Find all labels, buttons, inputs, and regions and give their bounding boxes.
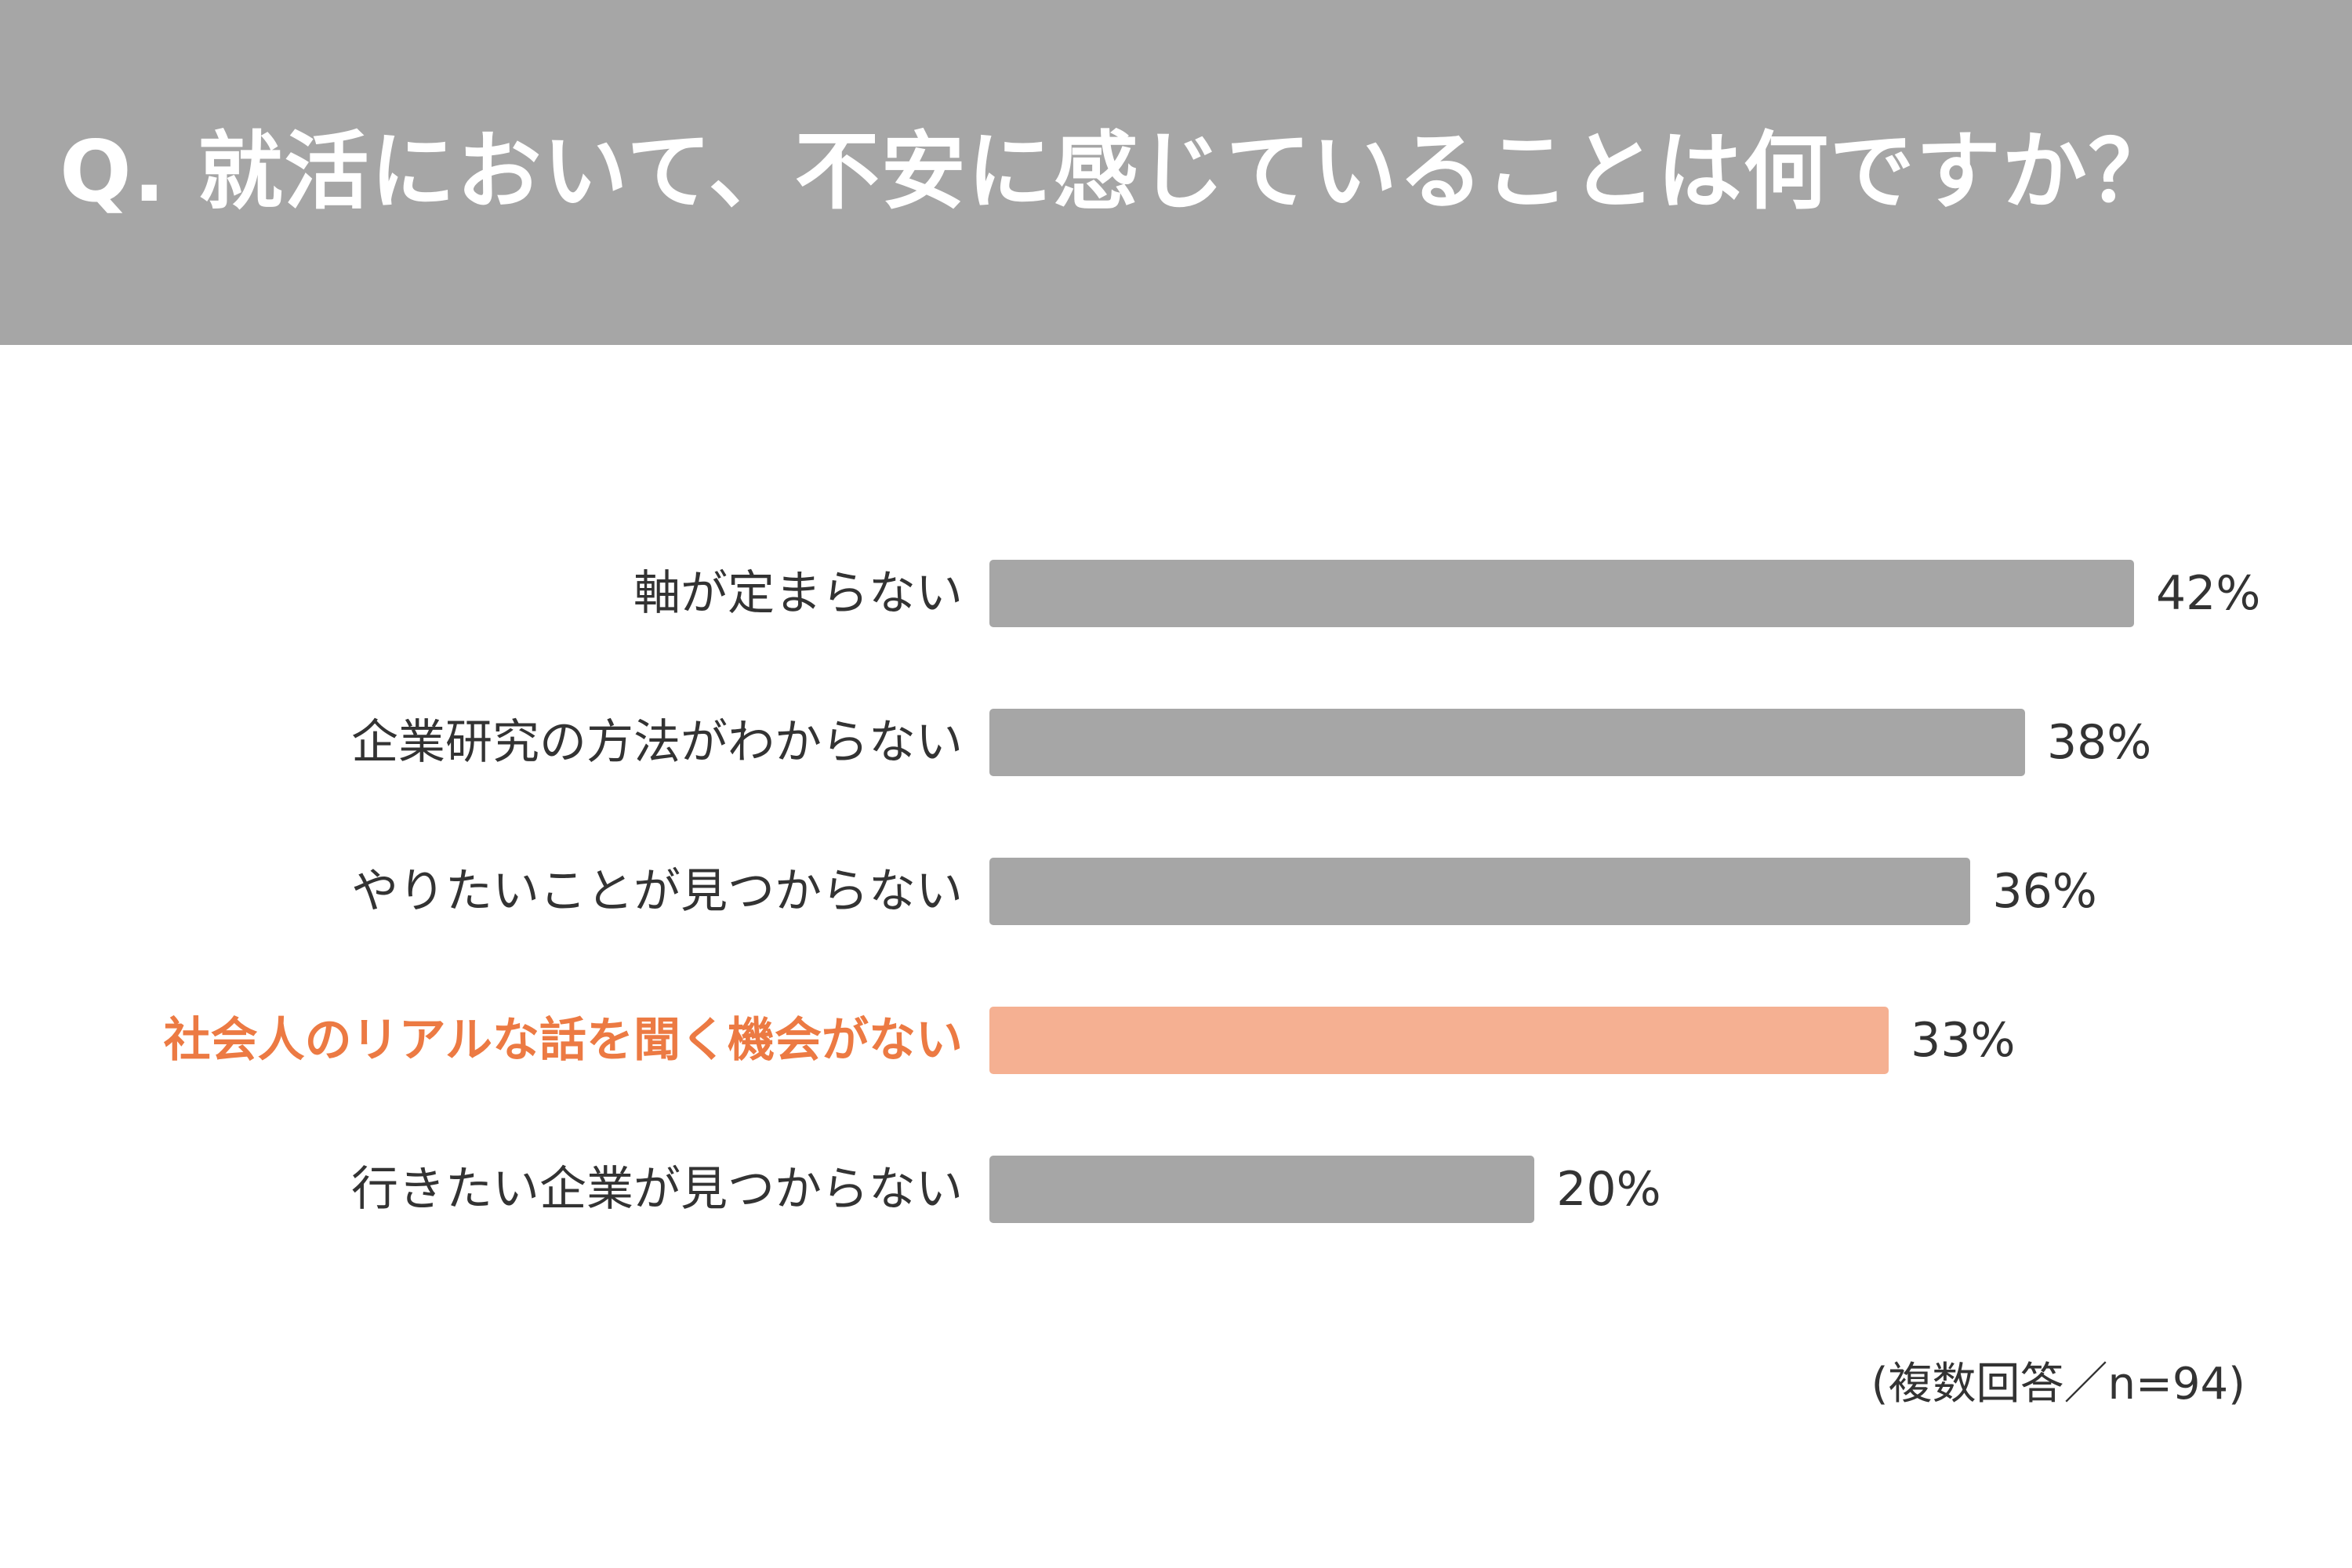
bar (989, 1156, 1535, 1223)
value-label: 38% (2046, 715, 2152, 770)
bar (989, 858, 1971, 925)
category-label: 社会人のリアルな話を聞く機会がない (163, 1013, 963, 1068)
category-label: 企業研究の方法がわからない (351, 715, 963, 770)
sample-note: (複数回答／n=94) (1871, 1359, 2245, 1410)
value-label: 20% (1556, 1162, 1661, 1217)
bar (989, 560, 2134, 627)
category-label: 軸が定まらない (633, 566, 963, 621)
chart-title: Q. 就活において、不安に感じていることは何ですか？ (60, 123, 2175, 221)
value-label: 33% (1911, 1013, 2016, 1068)
category-label: 行きたい企業が見つからない (351, 1162, 963, 1217)
value-label: 36% (1992, 864, 2097, 919)
value-label: 42% (2156, 566, 2261, 621)
header-banner: Q. 就活において、不安に感じていることは何ですか？ (0, 0, 2352, 345)
bar (989, 1007, 1889, 1074)
bar (989, 709, 2025, 776)
category-label: やりたいことが見つからない (351, 864, 963, 919)
